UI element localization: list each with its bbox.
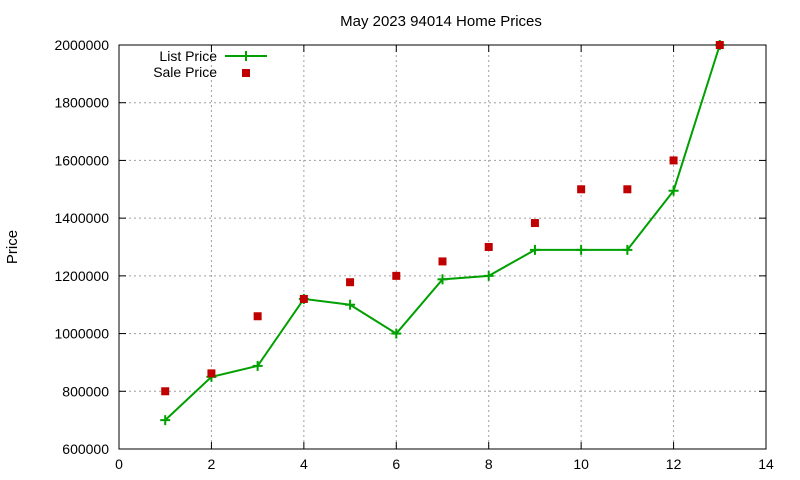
x-tick-label: 10 [573,456,589,472]
chart-title: May 2023 94014 Home Prices [340,13,542,30]
y-tick-label: 1200000 [54,268,109,284]
sale-price-point [161,387,170,396]
x-tick-label: 14 [758,456,774,472]
y-tick-label: 1600000 [54,152,109,168]
legend-label-list-price: List Price [159,48,217,64]
list-price-point [437,274,448,285]
sale-price-point [392,271,401,280]
sale-price-point [207,369,216,378]
list-price-point [391,328,402,339]
sale-price-point [253,312,262,321]
list-price-point [160,415,171,426]
y-axis-label: Price [4,230,21,264]
x-tick-label: 4 [300,456,308,472]
series-layer [160,40,725,426]
x-tick-label: 8 [485,456,493,472]
y-tick-label: 1400000 [54,210,109,226]
x-tick-label: 0 [115,456,123,472]
y-tick-label: 2000000 [54,37,109,53]
list-price-point [668,185,679,196]
sale-price-point [669,156,678,165]
list-price-point [576,244,587,255]
y-tick-label: 600000 [62,441,109,457]
list-price-point [529,244,540,255]
y-tick-label: 800000 [62,383,109,399]
grid [119,45,766,449]
list-price-point [483,270,494,281]
sale-price-point [715,41,724,49]
y-tick-label: 1800000 [54,95,109,111]
sale-price-point [623,185,632,194]
axis-ticks: 0 2 4 6 8 10 12 14 600000 800000 1000000 1200000 140… [54,37,774,472]
x-tick-label: 6 [392,456,400,472]
sale-price-point [438,257,447,266]
list-price-point [345,299,356,310]
sale-price-point [299,294,308,303]
legend-label-sale-price: Sale Price [153,64,217,80]
list-price-line [164,44,721,421]
legend-marker-list-price [241,51,251,61]
legend-swatch-sale-price [242,69,250,77]
plot-frame [118,44,767,450]
list-price-point [252,360,263,371]
y-tick-label: 1000000 [54,326,109,342]
sale-price-point [530,219,539,228]
x-tick-label: 12 [666,456,682,472]
sale-price-point [484,243,493,251]
list-price-point [622,244,633,255]
sale-price-point [577,185,586,194]
x-tick-label: 2 [208,456,216,472]
sale-price-point [346,278,355,287]
